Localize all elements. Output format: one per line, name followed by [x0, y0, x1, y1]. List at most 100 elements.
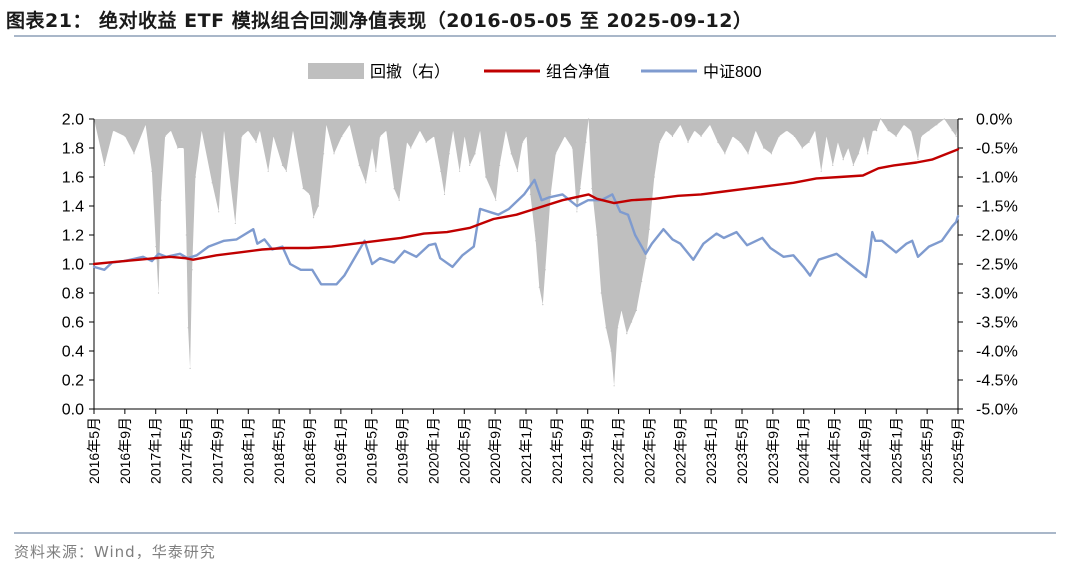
drawdown-point-140 — [920, 135, 922, 137]
csi800-point-36 — [473, 245, 475, 248]
drawdown-point-54 — [433, 135, 435, 137]
portfolio-point-17 — [423, 232, 425, 235]
legend-label-portfolio: 组合净值 — [546, 63, 610, 81]
y-left-tick-label-3: 0.6 — [62, 315, 84, 332]
csi800-point-81 — [917, 256, 919, 258]
csi800-point-80 — [911, 240, 913, 242]
drawdown-point-79 — [564, 135, 566, 137]
drawdown-point-114 — [763, 147, 765, 149]
drawdown-point-99 — [653, 176, 655, 178]
csi800-point-14 — [252, 228, 255, 230]
csi800-point-39 — [497, 213, 500, 216]
x-tick-label-22: 2023年9月 — [765, 417, 781, 484]
csi800-point-30 — [415, 256, 418, 258]
drawdown-point-8 — [157, 292, 160, 294]
drawdown-point-35 — [312, 217, 315, 219]
portfolio-point-9 — [238, 251, 241, 254]
drawdown-point-14 — [185, 234, 187, 236]
y-left-tick-label-6: 1.2 — [62, 228, 84, 245]
csi800-point-72 — [848, 263, 851, 265]
portfolio-point-4 — [154, 257, 156, 259]
csi800-point-65 — [769, 247, 772, 249]
drawdown-point-90 — [613, 385, 615, 387]
drawdown-point-39 — [333, 153, 335, 155]
y-left-tick-label-7: 1.4 — [62, 199, 84, 216]
csi800-point-5 — [151, 260, 153, 262]
source-note: 资料来源：Wind，华泰研究 — [14, 543, 216, 561]
drawdown-point-131 — [867, 153, 869, 155]
drawdown-point-83 — [585, 141, 587, 143]
drawdown-point-9 — [160, 199, 162, 201]
drawdown-point-124 — [832, 164, 834, 166]
csi800-point-63 — [746, 244, 748, 246]
drawdown-point-64 — [485, 176, 487, 178]
drawdown-point-109 — [724, 153, 726, 155]
drawdown-point-103 — [679, 124, 682, 126]
csi800-point-0 — [93, 266, 95, 268]
portfolio-point-28 — [654, 198, 656, 200]
y-right-tick-label-9: -4.5% — [976, 373, 1018, 390]
csi800-point-60 — [715, 232, 718, 235]
drawdown-point-119 — [801, 147, 803, 149]
drawdown-point-137 — [903, 124, 905, 126]
csi800-point-62 — [735, 231, 738, 233]
y-right-tick-label-3: -1.5% — [976, 199, 1018, 216]
drawdown-point-74 — [538, 286, 540, 288]
drawdown-point-26 — [255, 141, 257, 143]
y-left-tick-label-2: 0.4 — [62, 344, 84, 361]
drawdown-point-96 — [641, 280, 643, 282]
drawdown-point-24 — [241, 135, 243, 137]
drawdown-point-134 — [880, 118, 882, 120]
csi800-point-41 — [523, 193, 525, 196]
drawdown-point-34 — [309, 193, 311, 195]
drawdown-point-68 — [510, 153, 512, 155]
drawdown-point-143 — [943, 118, 945, 120]
portfolio-point-38 — [877, 167, 880, 170]
csi800-point-23 — [335, 283, 338, 286]
csi800-point-55 — [662, 228, 665, 230]
x-tick-label-12: 2020年5月 — [456, 417, 472, 484]
drawdown-point-69 — [516, 170, 519, 172]
portfolio-point-37 — [862, 174, 864, 177]
drawdown-point-19 — [201, 130, 203, 132]
drawdown-point-58 — [452, 130, 454, 132]
drawdown-point-108 — [717, 141, 719, 143]
drawdown-point-37 — [323, 153, 325, 155]
drawdown-point-80 — [571, 147, 574, 149]
drawdown-point-110 — [732, 135, 734, 137]
x-tick-label-2: 2017年1月 — [148, 417, 164, 484]
csi800-point-71 — [835, 253, 838, 255]
csi800-point-44 — [548, 196, 551, 199]
csi800-point-31 — [428, 244, 430, 246]
portfolio-point-26 — [613, 202, 615, 204]
csi800-point-22 — [320, 283, 322, 286]
csi800-point-32 — [434, 242, 437, 245]
x-tick-label-19: 2022年9月 — [672, 417, 688, 484]
csi800-point-38 — [488, 211, 491, 213]
csi800-point-47 — [587, 199, 589, 201]
y-right-tick-label-10: -5.0% — [976, 402, 1018, 419]
drawdown-point-52 — [419, 130, 421, 132]
drawdown-point-67 — [505, 130, 507, 132]
portfolio-point-14 — [353, 242, 356, 245]
csi800-point-28 — [393, 261, 395, 264]
drawdown-point-1 — [103, 164, 105, 166]
csi800-point-37 — [479, 208, 481, 210]
x-tick-label-7: 2018年9月 — [302, 417, 318, 484]
portfolio-point-13 — [330, 245, 333, 248]
csi800-point-45 — [561, 193, 564, 196]
csi800-point-13 — [235, 238, 238, 241]
x-tick-label-9: 2019年5月 — [364, 417, 380, 484]
drawdown-point-120 — [808, 141, 810, 143]
drawdown-point-3 — [124, 135, 126, 137]
portfolio-point-21 — [515, 213, 518, 216]
drawdown-point-59 — [459, 170, 461, 172]
drawdown-point-86 — [596, 234, 598, 236]
csi800-point-75 — [871, 231, 874, 233]
portfolio-point-27 — [630, 199, 633, 201]
csi800-point-69 — [809, 274, 811, 277]
drawdown-point-78 — [555, 153, 557, 155]
x-tick-label-13: 2020年9月 — [487, 417, 503, 484]
drawdown-point-88 — [605, 327, 607, 329]
drawdown-point-138 — [910, 130, 912, 132]
